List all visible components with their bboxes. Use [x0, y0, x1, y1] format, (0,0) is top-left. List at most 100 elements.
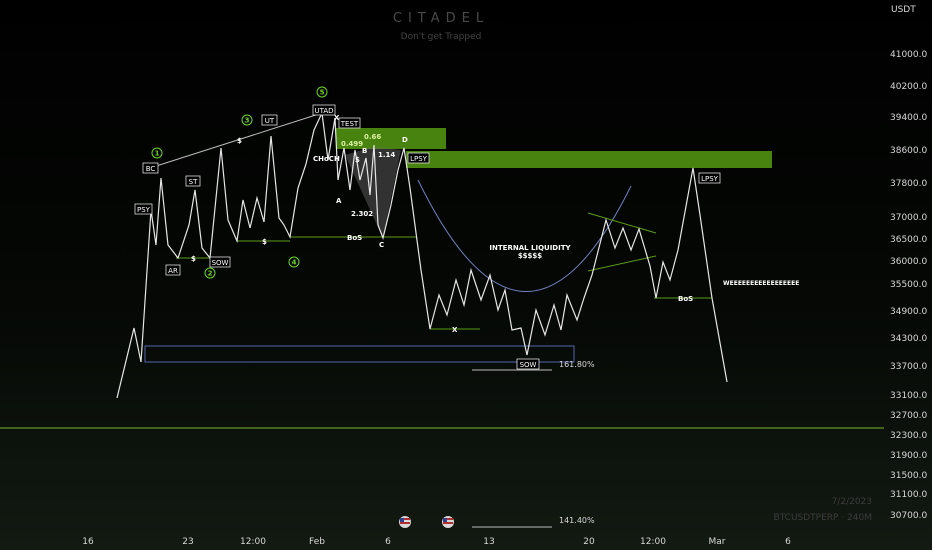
label-point-d: D [402, 136, 408, 144]
time-axis-label: Mar [709, 537, 726, 547]
time-axis-label: 13 [483, 537, 494, 547]
supply-zone-large [406, 151, 772, 168]
us-flag-icon-2[interactable] [442, 516, 454, 528]
label-fib-161: 161.80% [559, 360, 595, 369]
level-lines [176, 212, 712, 330]
label-liquidity-dollars: $$$$$ [518, 252, 542, 260]
price-axis-label: 31500.0 [890, 471, 927, 481]
label-internal-liquidity: INTERNAL LIQUIDITY [489, 244, 571, 252]
price-axis-label: 30700.0 [890, 511, 927, 521]
price-axis-label: 40200.0 [890, 82, 927, 92]
wave-count-3: 3 [241, 114, 253, 126]
wave-count-1: 1 [151, 147, 163, 159]
svg-text:UT: UT [265, 117, 275, 125]
watermark-brand: CITADEL [393, 11, 489, 26]
price-axis-label: 37000.0 [890, 213, 927, 223]
label-weee: WEEEEEEEEEEEEEEEEE [723, 280, 799, 287]
demand-zone-box [144, 345, 575, 363]
wave-count-4: 4 [288, 256, 300, 268]
internal-liquidity-curve [417, 179, 632, 292]
label-psy: PSY [134, 203, 153, 215]
time-axis-label: 6 [385, 537, 391, 547]
label-st: ST [185, 175, 201, 187]
label-bos-left: BoS [347, 234, 362, 242]
svg-text:1: 1 [155, 150, 160, 158]
label-test: TEST [338, 117, 361, 129]
time-axis-label: Feb [309, 537, 325, 547]
price-line [116, 110, 728, 399]
price-axis-label: 36500.0 [890, 235, 927, 245]
price-axis-label: 33100.0 [890, 391, 927, 401]
price-axis-label: 32700.0 [890, 411, 927, 421]
price-axis-currency: USDT [891, 5, 916, 15]
svg-text:PSY: PSY [137, 206, 151, 214]
label-x-mid: X [452, 326, 458, 334]
us-flag-icon[interactable] [399, 516, 411, 528]
svg-text:2: 2 [208, 270, 213, 278]
time-axis-label: 12:00 [240, 537, 266, 547]
label-sow-bottom: SOW [516, 358, 540, 370]
label-point-b: B [362, 147, 367, 155]
price-axis-label: 38600.0 [890, 146, 927, 156]
price-axis-label: 41000.0 [890, 50, 927, 60]
svg-text:3: 3 [245, 117, 250, 125]
watermark-date: 7/2/2023 [832, 497, 872, 507]
svg-text:UTAD: UTAD [314, 107, 333, 115]
svg-text:LPSY: LPSY [701, 175, 719, 183]
price-axis-label: 36000.0 [890, 257, 927, 267]
price-axis-label: 35500.0 [890, 280, 927, 290]
label-dollar-3: $ [237, 137, 242, 145]
svg-text:4: 4 [292, 259, 297, 267]
watermark-tagline: Don't get Trapped [401, 32, 482, 42]
price-axis-label: 34300.0 [890, 334, 927, 344]
price-axis-label: 34900.0 [890, 307, 927, 317]
label-fib-141: 141.40% [559, 516, 595, 525]
price-axis-label: 31100.0 [890, 490, 927, 500]
label-lpsy-right: LPSY [698, 172, 721, 184]
label-ratio-114: 1.14 [378, 151, 395, 159]
label-ut: UT [261, 114, 278, 126]
label-utad: UTAD [312, 104, 336, 116]
label-bos-right: BoS [678, 295, 693, 303]
price-axis-label: 31900.0 [890, 451, 927, 461]
svg-text:ST: ST [189, 178, 198, 186]
time-axis-label: 12:00 [640, 537, 666, 547]
svg-text:AR: AR [168, 267, 178, 275]
wave-count-2: 2 [204, 267, 216, 279]
time-axis-label: 6 [785, 537, 791, 547]
price-axis-label: 32300.0 [890, 431, 927, 441]
label-ar: AR [165, 264, 181, 276]
label-point-c: C [379, 241, 384, 249]
time-axis-label: 16 [82, 537, 94, 547]
label-dollar-4: $ [355, 156, 360, 164]
label-lpsy-mid: LPSY [407, 152, 430, 164]
label-bc: BC [142, 162, 159, 174]
svg-text:BC: BC [146, 165, 156, 173]
time-axis-label: 20 [583, 537, 595, 547]
svg-text:SOW: SOW [212, 259, 229, 267]
harmonic-pattern-fill [345, 147, 401, 238]
price-axis-label: 37800.0 [890, 179, 927, 189]
label-ratio-066: 0.66 [364, 133, 381, 141]
label-dollar-1: $ [191, 255, 196, 263]
price-axis[interactable]: 41000.0 40200.0 39400.0 38600.0 37800.0 37000… [890, 50, 927, 521]
label-ratio-0499: 0.499 [341, 140, 363, 148]
supply-zone-small [336, 128, 446, 149]
price-axis-label: 33700.0 [890, 362, 927, 372]
svg-text:TEST: TEST [340, 120, 359, 128]
svg-text:LPSY: LPSY [410, 155, 428, 163]
label-choch: CHoCH [313, 155, 340, 163]
label-dollar-2: $ [262, 238, 267, 246]
price-axis-label: 39400.0 [890, 113, 927, 123]
label-x-left: X [334, 114, 340, 122]
time-axis-label: 23 [182, 537, 193, 547]
label-ratio-2302: 2.302 [351, 210, 373, 218]
svg-text:SOW: SOW [520, 361, 537, 369]
label-point-a: A [336, 197, 342, 205]
trend-line-tops [149, 112, 323, 169]
label-sow-top: SOW [209, 256, 231, 268]
wave-count-5: 5 [316, 86, 328, 98]
time-axis[interactable]: 16 23 12:00 Feb 6 13 20 12:00 Mar 6 [82, 537, 791, 547]
svg-text:5: 5 [320, 89, 325, 97]
